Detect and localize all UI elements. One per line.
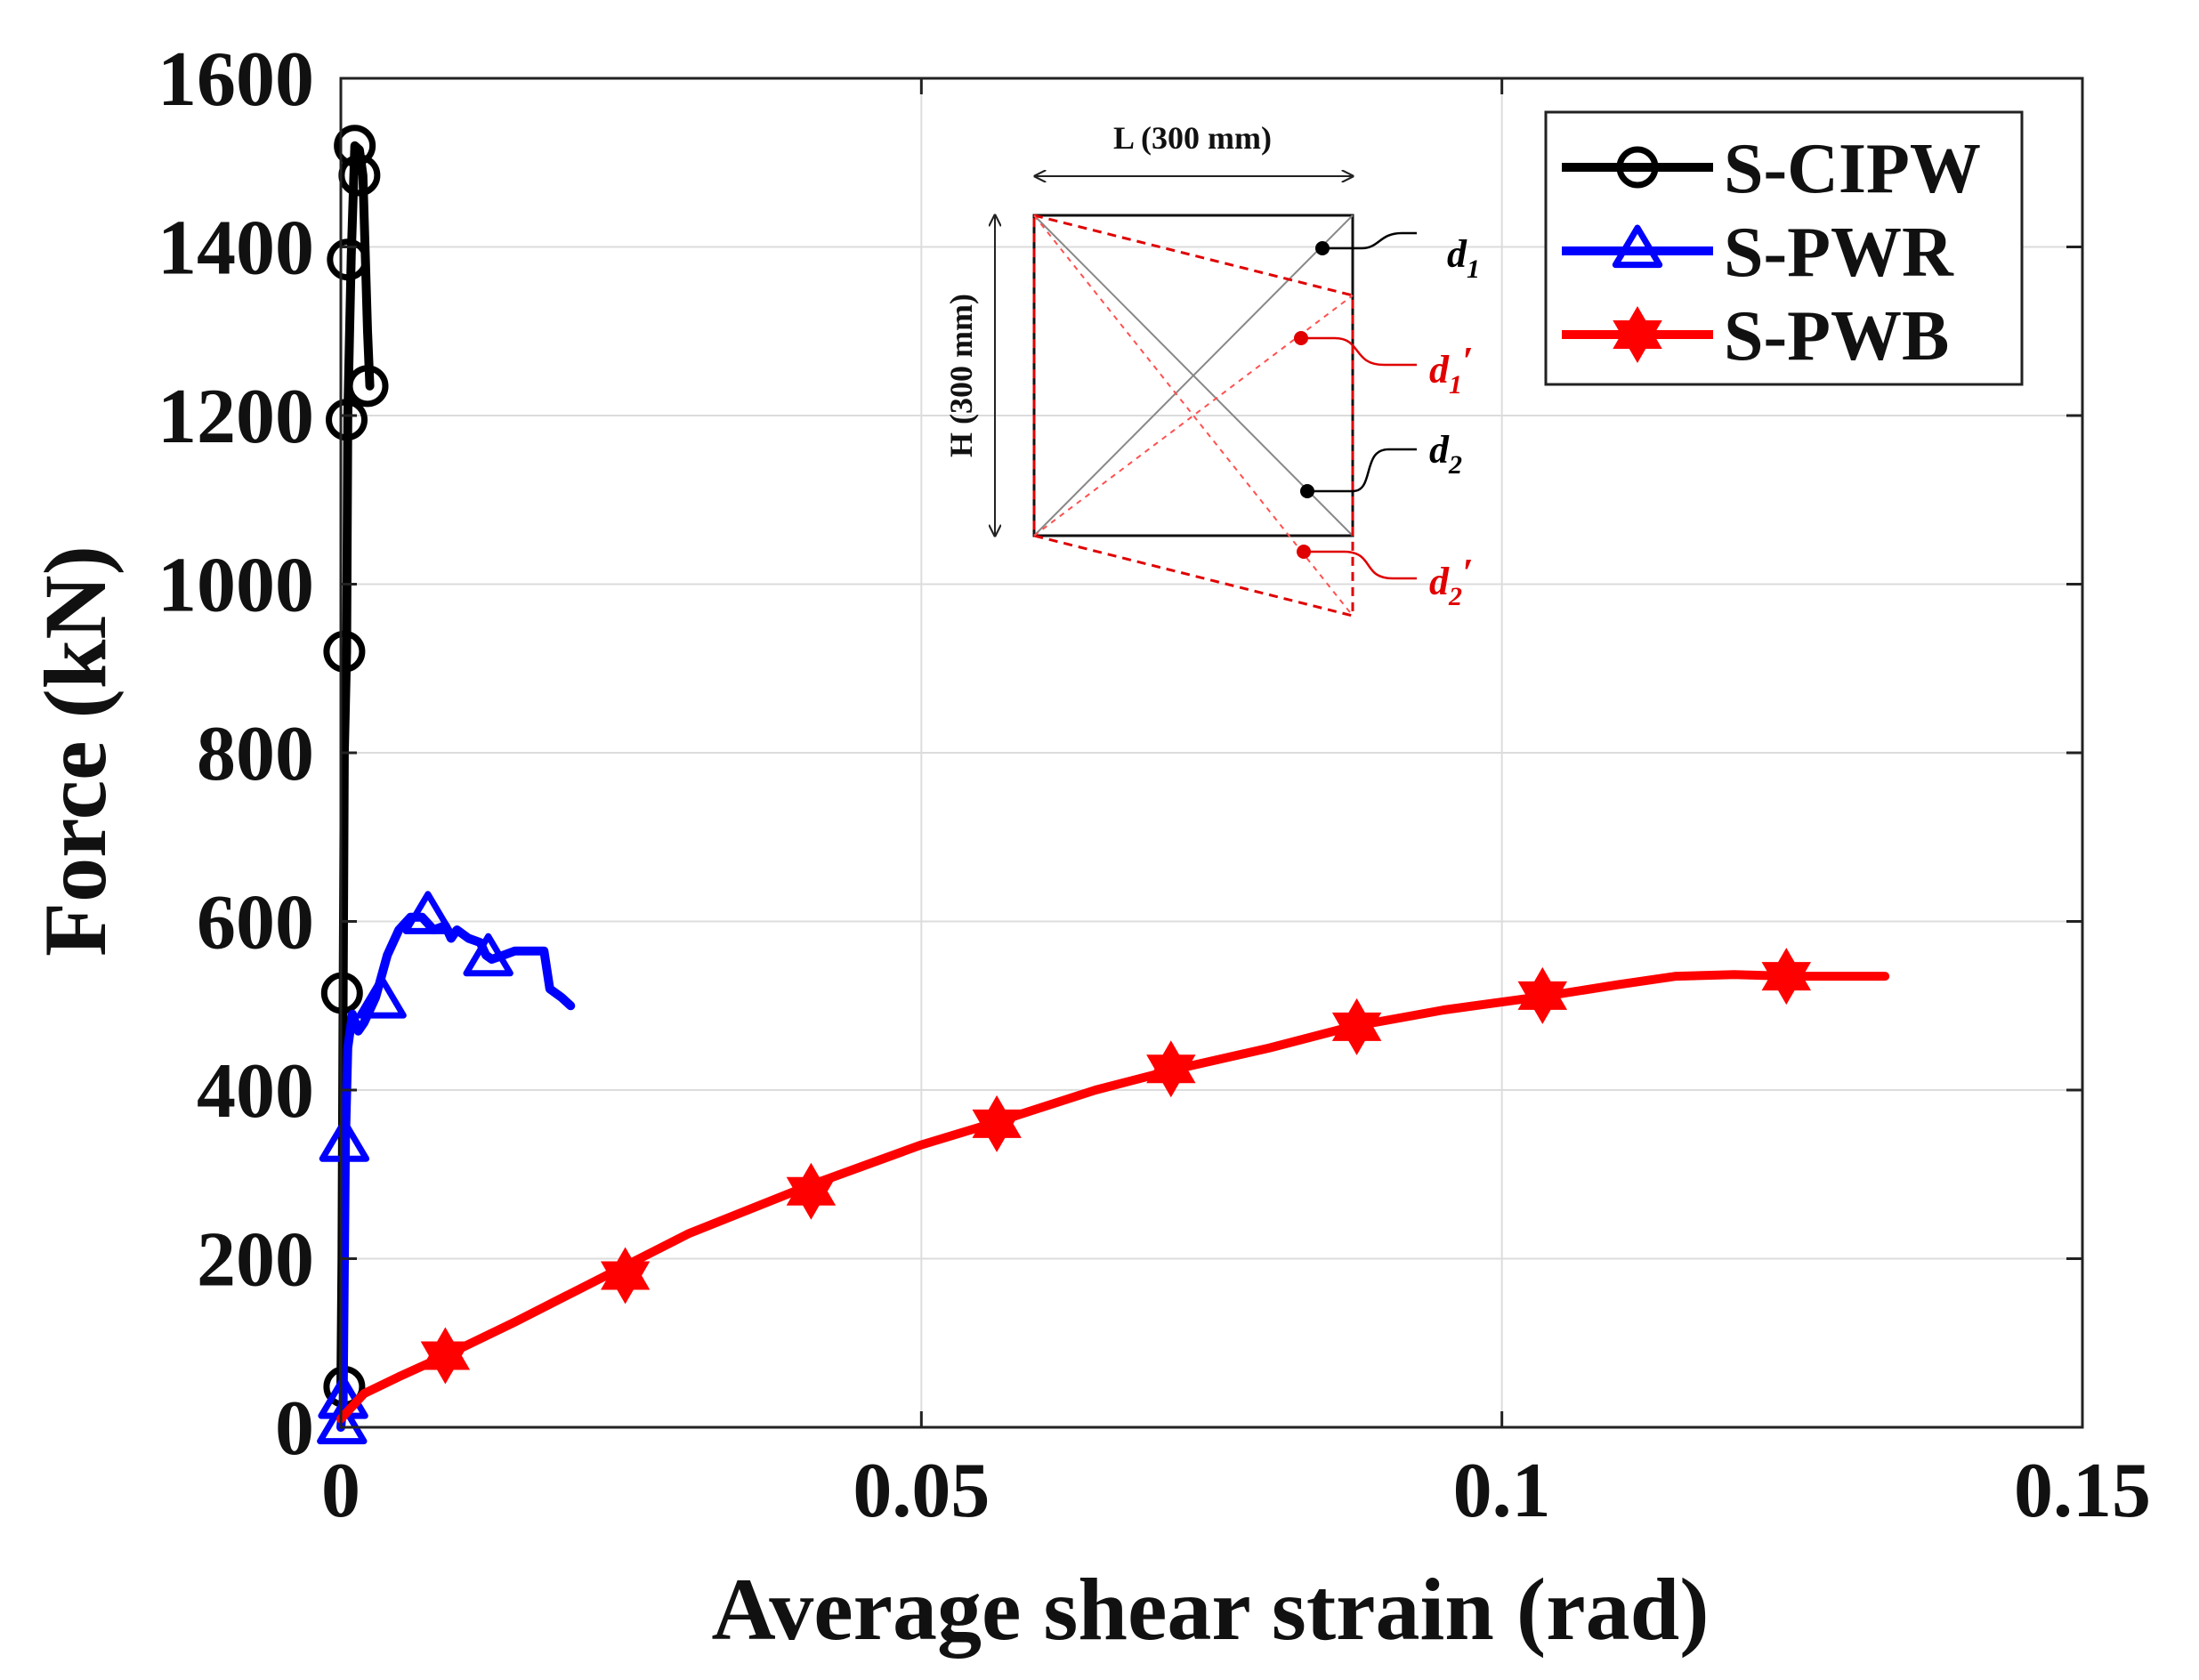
marker-hexagram (1331, 1012, 1382, 1055)
d2-prime-leader (1304, 550, 1417, 580)
marker-circle (1616, 146, 1659, 189)
marker-circle (334, 125, 376, 167)
marker-circle (346, 365, 389, 408)
legend-label: S-CIPW (1724, 130, 1981, 208)
marker-hexagram (1517, 981, 1568, 1024)
x-tick-label: 0 (321, 1448, 360, 1534)
y-tick-label: 200 (197, 1217, 314, 1304)
marker-circle (326, 399, 368, 441)
series-line (336, 141, 375, 1394)
y-tick-label: 1200 (158, 374, 314, 460)
marker-triangle (1612, 224, 1663, 269)
series-line (336, 970, 1890, 1424)
marker-triangle (319, 1119, 370, 1162)
marker-hexagram (972, 1109, 1022, 1152)
x-axis-label: Average shear strain (rad) (711, 1560, 1709, 1659)
d1-prime-label: d1′ (1429, 339, 1473, 400)
marker-hexagram (1761, 962, 1812, 1006)
inset-width-label: L (300 mm) (1113, 120, 1272, 156)
y-tick-label: 1400 (158, 206, 314, 292)
deformed-panel (1032, 214, 1354, 618)
marker-hexagram (420, 1341, 471, 1385)
y-tick-label: 1000 (158, 543, 314, 629)
marker-circle (323, 630, 366, 673)
y-tick-label: 600 (197, 880, 314, 966)
y-tick-label: 0 (275, 1385, 314, 1472)
marker-triangle (356, 975, 407, 1019)
y-tick-label: 800 (197, 711, 314, 797)
marker-hexagram (600, 1261, 651, 1304)
series-s-pwr (317, 891, 576, 1445)
d1-leader (1322, 231, 1417, 250)
d2-prime-label: d2′ (1429, 551, 1473, 611)
tick-labels: 0 200 400 600 800 1000 1200 1400 1600 0 0.05 0.1 0.1… (158, 36, 2151, 1534)
d1-label: d1 (1447, 232, 1480, 284)
y-tick-label: 400 (197, 1048, 314, 1135)
series-s-cipw (320, 125, 389, 1409)
d2-label: d2 (1429, 428, 1462, 480)
marker-hexagram (786, 1176, 837, 1220)
legend-label: S-PWR (1724, 214, 1954, 292)
marker-triangle (317, 1401, 368, 1445)
x-tick-label: 0.1 (1453, 1448, 1551, 1534)
series-s-pwb (336, 948, 1890, 1424)
d2-leader (1307, 448, 1417, 493)
inset-height-label: H (300 mm) (943, 294, 979, 457)
marker-hexagram (1613, 320, 1662, 363)
x-tick-label: 0.05 (853, 1448, 990, 1534)
marker-triangle (463, 933, 513, 977)
legend-label: S-PWB (1724, 297, 1949, 376)
x-tick-label: 0.15 (2014, 1448, 2151, 1534)
marker-circle (327, 238, 369, 281)
d1-prime-leader (1301, 336, 1417, 367)
marker-hexagram (1146, 1054, 1196, 1098)
original-diagonal-2 (1033, 214, 1354, 537)
y-tick-label: 1600 (158, 36, 314, 123)
y-axis-label: Force (kN) (26, 545, 125, 957)
marker-triangle (402, 891, 454, 934)
series-layer (317, 125, 1890, 1445)
inset-diagram: L (300 mm) H (300 mm) d1 d1′ d2 d2′ (943, 120, 1480, 618)
